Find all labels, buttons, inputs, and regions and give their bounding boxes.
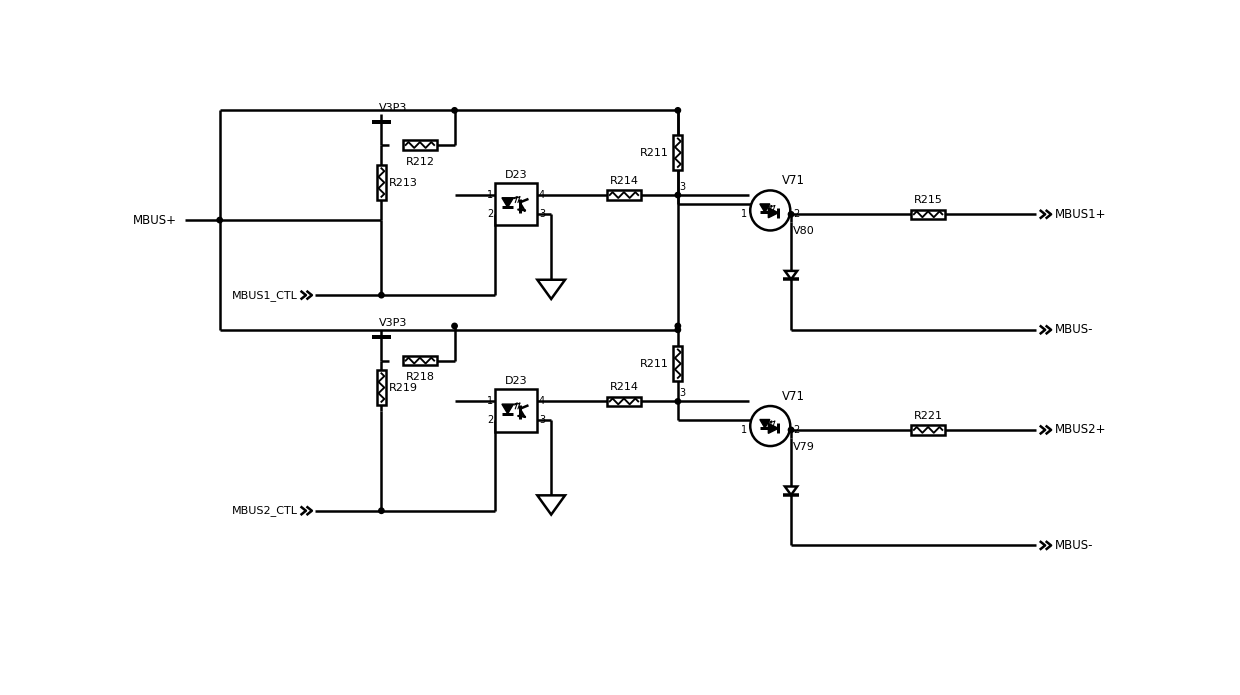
Text: R221: R221	[914, 411, 942, 420]
Text: MBUS-: MBUS-	[1055, 539, 1094, 552]
Text: 1: 1	[742, 209, 748, 220]
Circle shape	[675, 108, 681, 113]
Polygon shape	[502, 198, 513, 207]
Bar	[377, 165, 386, 200]
Circle shape	[750, 190, 790, 231]
Polygon shape	[760, 420, 770, 428]
Circle shape	[675, 323, 681, 329]
Bar	[495, 183, 537, 225]
Text: 3: 3	[539, 208, 546, 218]
Circle shape	[378, 508, 384, 514]
Circle shape	[675, 193, 681, 198]
Circle shape	[789, 211, 794, 217]
Bar	[673, 136, 682, 170]
Bar	[606, 190, 641, 199]
Text: R211: R211	[640, 148, 668, 158]
Polygon shape	[769, 208, 779, 218]
Circle shape	[217, 218, 222, 223]
Text: 1: 1	[742, 425, 748, 435]
Text: 4: 4	[539, 396, 546, 407]
Text: D23: D23	[505, 377, 527, 386]
Text: MBUS2+: MBUS2+	[1055, 423, 1106, 436]
Text: R219: R219	[389, 382, 418, 393]
Text: R212: R212	[405, 156, 434, 167]
Circle shape	[451, 108, 458, 113]
Bar	[403, 140, 438, 149]
Text: R213: R213	[389, 177, 418, 188]
Text: 3: 3	[680, 182, 686, 192]
Text: R218: R218	[405, 372, 434, 382]
Bar	[910, 210, 945, 219]
Circle shape	[451, 323, 458, 329]
Bar	[495, 389, 537, 432]
Text: 3: 3	[539, 415, 546, 425]
Text: R215: R215	[914, 195, 942, 205]
Text: MBUS1+: MBUS1+	[1055, 208, 1106, 221]
Text: V71: V71	[781, 174, 805, 188]
Bar	[377, 370, 386, 405]
Circle shape	[378, 293, 384, 298]
Text: 2: 2	[487, 208, 494, 218]
Bar	[673, 346, 682, 381]
Text: 2: 2	[487, 415, 494, 425]
Text: V3P3: V3P3	[379, 103, 408, 113]
Polygon shape	[769, 423, 779, 434]
Text: 2: 2	[794, 209, 800, 220]
Polygon shape	[760, 204, 770, 213]
Text: V80: V80	[794, 227, 815, 236]
Text: V3P3: V3P3	[379, 318, 408, 328]
Bar	[910, 425, 945, 434]
Text: 2: 2	[794, 425, 800, 435]
Text: 1: 1	[487, 190, 494, 200]
Bar	[606, 397, 641, 406]
Circle shape	[789, 427, 794, 432]
Text: MBUS+: MBUS+	[134, 213, 177, 227]
Text: R214: R214	[609, 382, 639, 392]
Text: MBUS1_CTL: MBUS1_CTL	[232, 290, 299, 301]
Circle shape	[675, 327, 681, 332]
Polygon shape	[502, 404, 513, 414]
Text: V79: V79	[794, 442, 815, 452]
Text: R211: R211	[640, 359, 668, 368]
Text: R214: R214	[609, 176, 639, 186]
Circle shape	[675, 399, 681, 404]
Text: 3: 3	[680, 389, 686, 398]
Circle shape	[750, 406, 790, 446]
Text: V71: V71	[781, 390, 805, 403]
Text: 1: 1	[487, 396, 494, 407]
Text: 4: 4	[539, 190, 546, 200]
Text: MBUS-: MBUS-	[1055, 323, 1094, 336]
Text: D23: D23	[505, 170, 527, 180]
Text: MBUS2_CTL: MBUS2_CTL	[232, 505, 299, 516]
Bar	[403, 356, 438, 365]
